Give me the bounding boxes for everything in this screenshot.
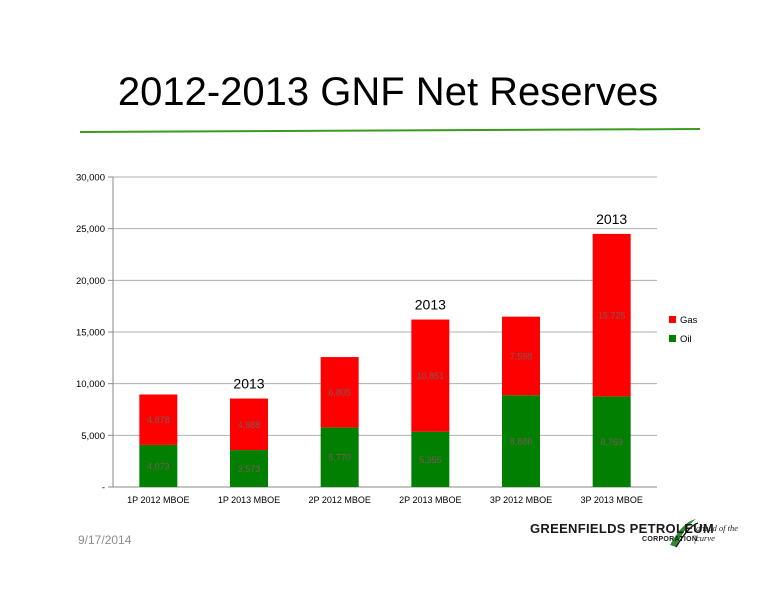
data-label: 4,988 [238, 420, 261, 430]
y-axis-tick-labels: - 5,000 10,000 15,000 20,000 25,000 30,000 [76, 173, 105, 494]
bar-gas [592, 233, 631, 397]
logo-tagline: ahead of the curve [696, 523, 739, 543]
x-tick-label: 1P 2012 MBOE [127, 495, 189, 505]
x-tick-label: 3P 2012 MBOE [490, 495, 552, 505]
legend-label-oil: Oil [680, 334, 692, 345]
logo-swoosh-icon [670, 519, 699, 548]
bar-gas [502, 316, 540, 396]
bar-oil [592, 396, 631, 487]
x-tick-label: 2P 2013 MBOE [399, 495, 461, 505]
y-tick-label: 15,000 [76, 328, 105, 339]
bar-gas [230, 398, 268, 451]
logo-name: GREENFIELDS PETROLEUM [530, 521, 714, 536]
x-tick-label: 1P 2013 MBOE [218, 495, 280, 505]
bar-oil [320, 427, 359, 487]
data-label: 5,355 [419, 455, 442, 465]
x-tick-label: 2P 2012 MBOE [308, 495, 370, 505]
legend: Gas Oil [669, 315, 698, 345]
bar-oil [230, 450, 268, 487]
x-axis-tick-labels: 1P 2012 MBOE 1P 2013 MBOE 2P 2012 MBOE 2P 2… [127, 495, 643, 505]
data-label: 10,851 [417, 371, 445, 381]
annotations: 2013 2013 2013 [233, 211, 627, 392]
annotation-label: 2013 [596, 211, 627, 227]
y-tick-label: 30,000 [76, 173, 105, 184]
data-label: 5,770 [328, 453, 351, 463]
bars: 4,073 3,573 5,770 5,355 8,886 8,769 4,878 4,988… [139, 233, 631, 487]
legend-swatch-gas [669, 316, 676, 323]
y-tick-label: 25,000 [76, 224, 105, 235]
legend-swatch-oil [669, 335, 676, 342]
y-tick-label: - [102, 483, 105, 494]
y-tick-label: 20,000 [76, 276, 105, 287]
bar-gas [139, 394, 178, 445]
x-tick-label: 3P 2013 MBOE [580, 495, 642, 505]
slide-date: 9/17/2014 [78, 533, 132, 547]
data-label: 3,573 [238, 464, 261, 474]
bar-oil [502, 395, 540, 487]
slide-title: 2012-2013 GNF Net Reserves [117, 70, 659, 114]
gridlines [108, 176, 657, 488]
annotation-label: 2013 [233, 376, 264, 392]
y-tick-label: 10,000 [76, 379, 105, 390]
stacked-bar-chart: - 5,000 10,000 15,000 20,000 25,000 30,000 4,0… [76, 173, 698, 506]
y-tick-label: 5,000 [81, 431, 105, 442]
page-number: 7 [692, 533, 699, 547]
logo-subtitle: CORPORATION [642, 536, 698, 543]
bar-oil [411, 431, 450, 487]
data-label: 4,073 [147, 461, 170, 471]
annotation-label: 2013 [415, 297, 446, 313]
bar-oil [139, 444, 178, 487]
data-label: 6,805 [328, 388, 351, 398]
bar-gas [320, 357, 359, 428]
data-label: 15,725 [598, 311, 626, 321]
legend-label-gas: Gas [680, 315, 698, 326]
data-label: 4,878 [147, 415, 170, 425]
data-label: 8,769 [600, 437, 623, 447]
data-label: 8,886 [510, 437, 533, 447]
data-label: 7,598 [510, 351, 533, 361]
company-logo: GREENFIELDS PETROLEUM CORPORATION ahead … [530, 515, 745, 555]
title-underline [80, 128, 700, 133]
bar-gas [411, 319, 450, 432]
